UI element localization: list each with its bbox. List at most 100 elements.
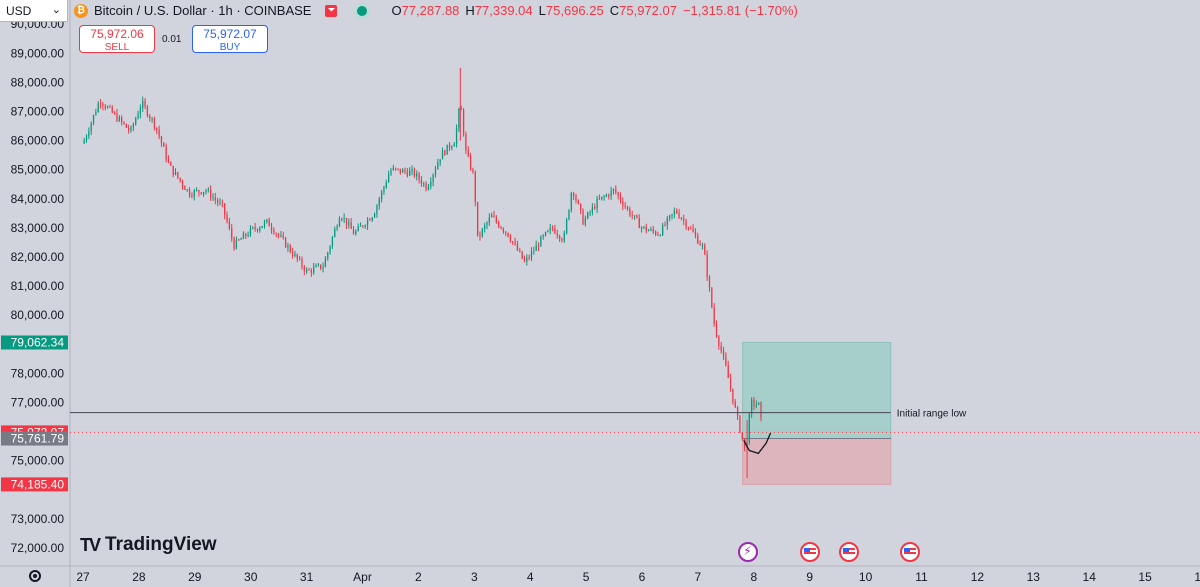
candle[interactable] <box>605 194 608 197</box>
candle[interactable] <box>303 266 305 272</box>
candle[interactable] <box>172 165 174 175</box>
buy-button[interactable]: 75,972.07 BUY <box>192 25 268 53</box>
candle[interactable] <box>202 191 205 195</box>
profit-zone[interactable] <box>742 341 892 440</box>
candle[interactable] <box>315 265 317 268</box>
candle[interactable] <box>298 258 301 260</box>
candle[interactable] <box>484 225 486 229</box>
candle[interactable] <box>760 402 762 418</box>
candle[interactable] <box>362 225 364 227</box>
candle[interactable] <box>690 228 692 230</box>
candle[interactable] <box>479 235 481 237</box>
flag-icon[interactable] <box>325 4 338 17</box>
candle[interactable] <box>313 267 315 273</box>
candle[interactable] <box>331 236 334 247</box>
tradingview-logo[interactable]: TV TradingView <box>80 534 217 556</box>
candle[interactable] <box>666 218 668 226</box>
candle[interactable] <box>120 117 123 122</box>
candle[interactable] <box>612 189 615 191</box>
candle[interactable] <box>671 214 673 216</box>
candle[interactable] <box>181 180 184 187</box>
candle[interactable] <box>191 195 193 197</box>
candle[interactable] <box>502 228 505 232</box>
candle[interactable] <box>146 106 149 116</box>
candle[interactable] <box>371 217 373 221</box>
candle[interactable] <box>577 200 579 204</box>
candle[interactable] <box>640 227 643 229</box>
candle[interactable] <box>392 167 394 170</box>
candle[interactable] <box>708 276 711 288</box>
candle[interactable] <box>245 233 247 236</box>
candle[interactable] <box>556 233 558 236</box>
candle[interactable] <box>685 220 687 228</box>
candle[interactable] <box>718 336 720 346</box>
candle[interactable] <box>633 215 636 217</box>
candle[interactable] <box>256 229 259 231</box>
candle[interactable] <box>530 251 533 258</box>
candle[interactable] <box>308 269 310 271</box>
candle[interactable] <box>252 227 254 229</box>
candle[interactable] <box>275 233 277 235</box>
candle[interactable] <box>139 107 142 115</box>
candle[interactable] <box>469 156 472 170</box>
candle[interactable] <box>205 190 207 192</box>
price-axis[interactable] <box>0 22 70 567</box>
candle[interactable] <box>165 146 167 160</box>
candle[interactable] <box>713 307 715 324</box>
candle[interactable] <box>186 189 188 191</box>
candle[interactable] <box>151 118 153 120</box>
candle[interactable] <box>694 232 697 236</box>
candle[interactable] <box>158 129 160 137</box>
candle[interactable] <box>474 171 476 202</box>
candle[interactable] <box>416 173 418 177</box>
candle[interactable] <box>650 228 652 231</box>
candle[interactable] <box>659 235 661 237</box>
candle[interactable] <box>519 250 521 252</box>
candle[interactable] <box>366 219 369 226</box>
candle[interactable] <box>153 118 156 128</box>
candle[interactable] <box>404 169 406 172</box>
candle[interactable] <box>711 287 713 308</box>
candle[interactable] <box>528 257 530 259</box>
candle[interactable] <box>385 182 387 187</box>
candle[interactable] <box>132 124 134 128</box>
candle[interactable] <box>254 227 256 230</box>
candle[interactable] <box>526 257 528 262</box>
candle[interactable] <box>188 189 191 196</box>
currency-select[interactable]: USD ⌄ <box>0 0 68 22</box>
candle[interactable] <box>102 104 104 106</box>
sell-button[interactable]: 75,972.06 SELL <box>79 25 155 53</box>
candle[interactable] <box>334 228 336 237</box>
candle[interactable] <box>748 413 750 442</box>
candle[interactable] <box>104 105 106 108</box>
candle[interactable] <box>242 233 245 239</box>
candle[interactable] <box>88 131 90 137</box>
candle[interactable] <box>123 121 125 124</box>
candle[interactable] <box>135 118 137 125</box>
candle[interactable] <box>582 210 584 225</box>
candle[interactable] <box>551 227 554 229</box>
candle[interactable] <box>608 194 610 197</box>
candle[interactable] <box>481 228 483 237</box>
candle[interactable] <box>701 244 704 246</box>
candle[interactable] <box>753 399 755 406</box>
candle[interactable] <box>722 350 725 356</box>
candle[interactable] <box>683 218 685 221</box>
candle[interactable] <box>727 365 729 379</box>
candle[interactable] <box>184 186 186 190</box>
candle[interactable] <box>406 171 409 176</box>
candle[interactable] <box>472 169 474 172</box>
candle[interactable] <box>455 127 458 145</box>
candle[interactable] <box>647 230 650 232</box>
candle[interactable] <box>413 168 416 177</box>
candle[interactable] <box>692 228 694 233</box>
candle[interactable] <box>268 219 270 227</box>
candle[interactable] <box>575 195 577 201</box>
candle[interactable] <box>584 218 587 225</box>
loss-zone[interactable] <box>742 438 892 485</box>
candle[interactable] <box>179 177 181 181</box>
symbol-title[interactable]: Bitcoin / U.S. Dollar · 1h · COINBASE <box>94 3 312 18</box>
candle[interactable] <box>228 221 231 229</box>
candle[interactable] <box>565 219 568 234</box>
candle[interactable] <box>383 186 385 192</box>
